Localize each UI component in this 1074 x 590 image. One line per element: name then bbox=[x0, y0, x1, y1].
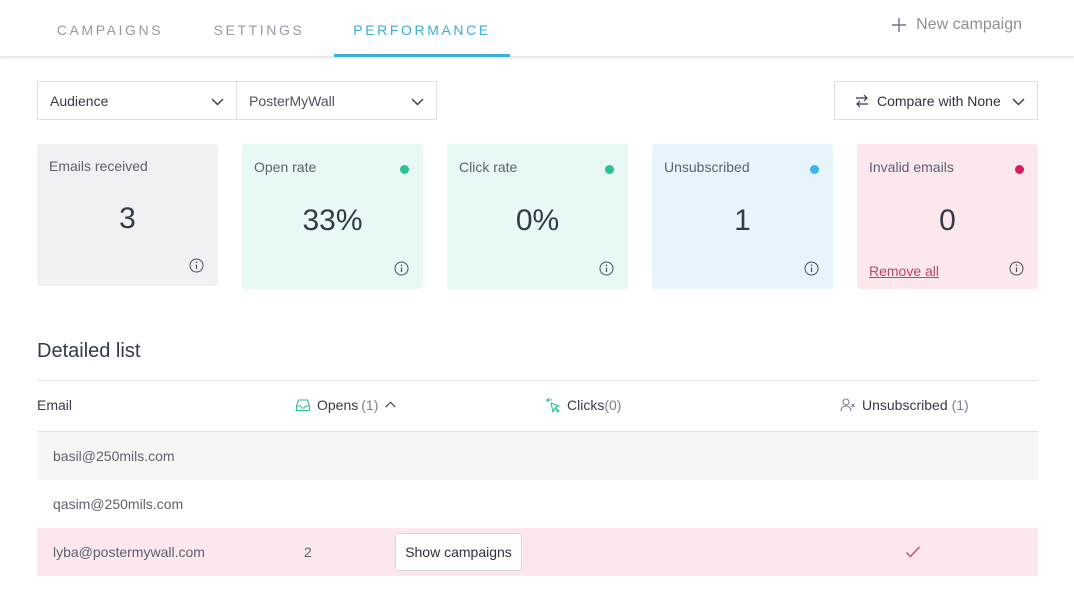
compare-dropdown-label: Compare with None bbox=[877, 92, 1001, 109]
divider bbox=[37, 431, 1038, 432]
stat-card-emails-received: Emails received 3 bbox=[37, 144, 218, 286]
chevron-up-icon bbox=[385, 400, 397, 408]
stat-label: Invalid emails bbox=[869, 159, 954, 175]
info-icon[interactable] bbox=[804, 261, 819, 276]
stat-value: 33% bbox=[302, 204, 363, 237]
column-header-label: Email bbox=[37, 397, 73, 413]
plus-icon bbox=[892, 18, 907, 32]
info-icon[interactable] bbox=[189, 258, 204, 273]
list-dropdown[interactable]: PosterMyWall bbox=[236, 81, 437, 120]
tab-settings[interactable]: SETTINGS bbox=[213, 22, 305, 38]
info-icon[interactable] bbox=[394, 261, 409, 276]
email-cell: qasim@250mils.com bbox=[53, 496, 184, 512]
info-icon[interactable] bbox=[599, 261, 614, 276]
active-tab-indicator bbox=[334, 54, 510, 57]
cursor-click-icon bbox=[546, 398, 560, 413]
remove-all-link[interactable]: Remove all bbox=[869, 263, 940, 279]
table-row[interactable]: basil@250mils.com bbox=[37, 432, 1038, 480]
new-campaign-button[interactable]: New campaign bbox=[891, 16, 1022, 34]
table-row[interactable]: qasim@250mils.com bbox=[37, 480, 1038, 528]
top-nav: CAMPAIGNS SETTINGS PERFORMANCE New campa… bbox=[0, 0, 1074, 57]
stat-card-unsubscribed: Unsubscribed 1 bbox=[652, 144, 833, 289]
table-row[interactable]: lyba@postermywall.com 2 Show campaigns bbox=[37, 528, 1038, 576]
opens-cell: 2 bbox=[304, 544, 312, 560]
status-dot bbox=[810, 165, 819, 174]
chevron-down-icon bbox=[411, 98, 424, 106]
status-dot bbox=[605, 165, 614, 174]
detailed-list-title: Detailed list bbox=[37, 340, 141, 362]
email-cell: basil@250mils.com bbox=[53, 448, 175, 464]
info-icon[interactable] bbox=[1009, 261, 1024, 276]
inbox-icon bbox=[295, 399, 311, 412]
tab-performance[interactable]: PERFORMANCE bbox=[353, 22, 491, 38]
stat-value: 3 bbox=[119, 202, 136, 235]
list-dropdown-value: PosterMyWall bbox=[249, 92, 335, 109]
email-cell: lyba@postermywall.com bbox=[53, 544, 205, 560]
column-header-label: Unsubscribed bbox=[862, 397, 948, 413]
column-header-email[interactable]: Email bbox=[37, 397, 72, 413]
stat-label: Open rate bbox=[254, 159, 317, 175]
user-remove-icon bbox=[840, 398, 855, 412]
column-header-unsubscribed[interactable]: Unsubscribed (1) bbox=[840, 397, 969, 413]
column-header-count: (1) bbox=[951, 397, 969, 413]
column-header-label: Opens bbox=[317, 397, 359, 413]
swap-icon bbox=[856, 94, 868, 107]
chevron-down-icon bbox=[211, 98, 224, 106]
status-dot bbox=[1015, 165, 1024, 174]
column-header-opens[interactable]: Opens (1) bbox=[295, 397, 397, 413]
tab-campaigns[interactable]: CAMPAIGNS bbox=[56, 22, 164, 38]
stat-label: Unsubscribed bbox=[664, 159, 750, 175]
show-campaigns-button[interactable]: Show campaigns bbox=[395, 533, 522, 571]
status-dot bbox=[400, 165, 409, 174]
stat-value: 0% bbox=[515, 204, 560, 237]
new-campaign-label: New campaign bbox=[916, 16, 1022, 33]
stat-card-open-rate: Open rate 33% bbox=[242, 144, 423, 289]
column-header-count: (1) bbox=[361, 397, 379, 413]
column-header-label: Clicks bbox=[567, 397, 605, 413]
stat-card-invalid-emails: Invalid emails 0 Remove all bbox=[857, 144, 1038, 289]
compare-dropdown[interactable]: Compare with None bbox=[834, 81, 1038, 120]
stat-card-click-rate: Click rate 0% bbox=[447, 144, 628, 289]
divider bbox=[37, 380, 1038, 381]
audience-dropdown[interactable]: Audience bbox=[37, 81, 237, 120]
stat-value: 0 bbox=[939, 204, 956, 237]
check-icon bbox=[906, 546, 920, 558]
stat-label: Click rate bbox=[459, 159, 518, 175]
stat-value: 1 bbox=[734, 204, 751, 237]
column-header-clicks[interactable]: Clicks (0) bbox=[545, 397, 621, 413]
audience-dropdown-label: Audience bbox=[50, 92, 109, 109]
stat-label: Emails received bbox=[49, 158, 148, 174]
column-header-count: (0) bbox=[604, 397, 622, 413]
chevron-down-icon bbox=[1012, 98, 1025, 106]
